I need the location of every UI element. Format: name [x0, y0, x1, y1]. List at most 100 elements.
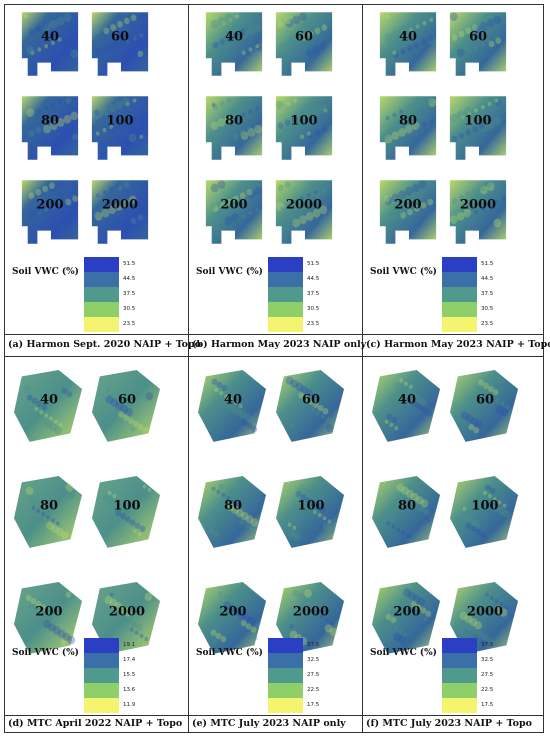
legend-title: Soil VWC (%): [370, 267, 437, 277]
legend-swatch: [84, 257, 119, 272]
legend-tick-label: 23.5: [123, 321, 136, 327]
legend-swatch: [84, 287, 119, 302]
legend-swatch: [84, 272, 119, 287]
panel-caption-a: (a) Harmon Sept. 2020 NAIP + Topo: [8, 339, 202, 350]
soil-moisture-map-100: 100: [450, 476, 520, 550]
legend-tick-label: 37.5: [481, 642, 494, 648]
soil-moisture-map-2000: 2000: [276, 582, 346, 656]
legend-tick-label: 17.5: [307, 702, 320, 708]
color-legend: Soil VWC (%) 51.5 44.5 37.5 30.5 23.5: [370, 257, 540, 335]
panel-caption-d: (d) MTC April 2022 NAIP + Topo: [8, 718, 183, 729]
resolution-label: 100: [464, 113, 492, 129]
resolution-label: 60: [301, 392, 321, 408]
resolution-label: 40: [397, 392, 417, 408]
legend-tick-label: 15.5: [123, 672, 136, 678]
panel-c: 40 60 80 100 200 2000 Soil VWC (%) 51.5 44.5 37.5…: [362, 4, 544, 334]
resolution-label: 200: [36, 197, 64, 213]
legend-tick-label: 13.6: [123, 687, 136, 693]
soil-moisture-map-40: 40: [376, 10, 440, 78]
resolution-label: 40: [398, 29, 418, 45]
map-field-shape: [275, 12, 333, 76]
soil-moisture-map-100: 100: [446, 94, 510, 162]
legend-swatch: [268, 653, 303, 668]
map-field-shape: [92, 370, 161, 442]
map-field-shape: [198, 476, 267, 548]
legend-title: Soil VWC (%): [12, 267, 79, 277]
resolution-label: 2000: [459, 197, 497, 213]
soil-moisture-map-2000: 2000: [88, 178, 152, 246]
legend-tick-label: 22.5: [307, 687, 320, 693]
map-field-shape: [21, 12, 79, 76]
row-divider: [4, 356, 544, 357]
resolution-label: 100: [113, 498, 141, 514]
map-field-shape: [91, 12, 149, 76]
resolution-label: 40: [39, 392, 59, 408]
legend-tick-label: 37.5: [307, 291, 320, 297]
legend-tick-label: 23.5: [307, 321, 320, 327]
table-border-bottom: [4, 732, 544, 733]
legend-swatch: [84, 302, 119, 317]
panel-caption-f: (f) MTC July 2023 NAIP + Topo: [366, 718, 532, 729]
legend-tick-label: 27.5: [481, 672, 494, 678]
legend-swatch: [442, 683, 477, 698]
resolution-label: 100: [106, 113, 134, 129]
resolution-label: 80: [39, 498, 59, 514]
legend-swatch: [442, 257, 477, 272]
map-field-shape: [198, 582, 267, 654]
legend-tick-label: 23.5: [481, 321, 494, 327]
color-legend: Soil VWC (%) 19.1 17.4 15.5 13.6 11.9: [12, 638, 182, 716]
soil-moisture-map-60: 60: [92, 370, 162, 444]
legend-tick-label: 19.1: [123, 642, 136, 648]
legend-swatch: [84, 698, 119, 713]
soil-moisture-map-40: 40: [372, 370, 442, 444]
soil-moisture-map-80: 80: [198, 476, 268, 550]
legend-tick-label: 37.5: [481, 291, 494, 297]
panel-e: 40 60 80 100 200 2000 Soil VWC (%) 37.5 32.5 27.5…: [188, 356, 362, 715]
resolution-label: 2000: [292, 604, 330, 620]
resolution-label: 60: [468, 29, 488, 45]
map-field-shape: [92, 476, 161, 548]
resolution-label: 60: [110, 29, 130, 45]
map-field-shape: [379, 96, 437, 160]
resolution-label: 40: [40, 29, 60, 45]
soil-moisture-map-60: 60: [276, 370, 346, 444]
legend-tick-label: 37.5: [123, 291, 136, 297]
map-field-shape: [14, 582, 83, 654]
soil-moisture-map-100: 100: [88, 94, 152, 162]
legend-tick-label: 51.5: [481, 261, 494, 267]
soil-moisture-map-60: 60: [88, 10, 152, 78]
map-field-shape: [276, 476, 345, 548]
soil-moisture-map-2000: 2000: [450, 582, 520, 656]
panel-caption-b: (b) Harmon May 2023 NAIP only: [192, 339, 367, 350]
map-field-shape: [14, 476, 83, 548]
legend-swatch: [268, 683, 303, 698]
legend-swatch: [268, 272, 303, 287]
soil-moisture-map-2000: 2000: [272, 178, 336, 246]
soil-moisture-map-60: 60: [446, 10, 510, 78]
legend-tick-label: 32.5: [307, 657, 320, 663]
map-field-shape: [92, 582, 161, 654]
soil-moisture-map-200: 200: [14, 582, 84, 656]
resolution-label: 100: [471, 498, 499, 514]
soil-moisture-map-80: 80: [14, 476, 84, 550]
legend-swatch: [268, 638, 303, 653]
resolution-label: 2000: [101, 197, 139, 213]
color-legend: Soil VWC (%) 51.5 44.5 37.5 30.5 23.5: [12, 257, 182, 335]
legend-tick-label: 30.5: [123, 306, 136, 312]
resolution-label: 100: [290, 113, 318, 129]
panel-d: 40 60 80 100 200 2000 Soil VWC (%) 19.1 17.4 15.5…: [4, 356, 188, 715]
legend-tick-label: 51.5: [307, 261, 320, 267]
resolution-label: 60: [117, 392, 137, 408]
map-field-shape: [276, 582, 345, 654]
column-divider: [362, 4, 363, 733]
map-field-shape: [379, 12, 437, 76]
map-field-shape: [205, 96, 263, 160]
legend-tick-label: 44.5: [481, 276, 494, 282]
resolution-label: 80: [397, 498, 417, 514]
legend-swatch: [268, 317, 303, 332]
panel-caption-c: (c) Harmon May 2023 NAIP + Topo: [366, 339, 550, 350]
legend-title: Soil VWC (%): [12, 648, 79, 658]
soil-moisture-map-40: 40: [18, 10, 82, 78]
legend-tick-label: 30.5: [481, 306, 494, 312]
panel-b: 40 60 80 100 200 2000 Soil VWC (%) 51.5 44.5 37.5…: [188, 4, 362, 334]
